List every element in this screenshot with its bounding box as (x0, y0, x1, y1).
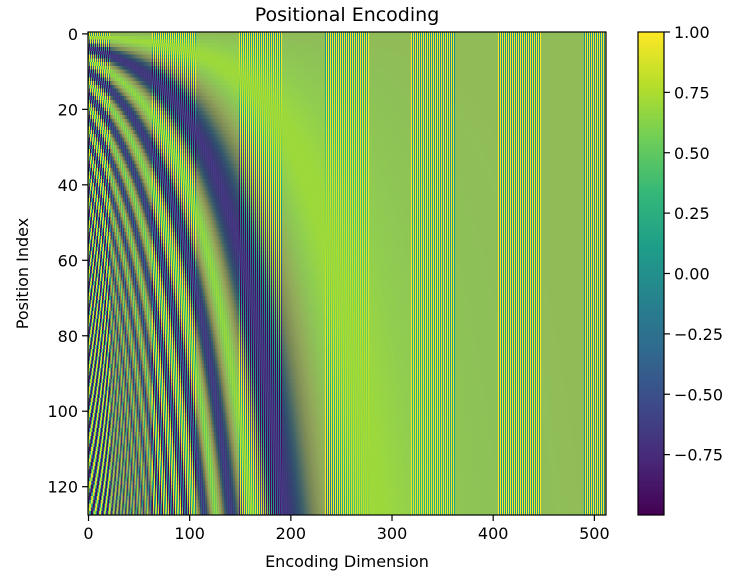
x-axis-ticks: 0 100 200 300 400 500 (83, 515, 610, 543)
x-tick-label: 400 (478, 524, 509, 543)
heatmap-border (87, 31, 607, 516)
x-tick-label: 0 (83, 524, 93, 543)
colorbar-tick-label: 1.00 (674, 23, 710, 42)
colorbar-border (637, 31, 665, 516)
heatmap-image (88, 32, 606, 515)
y-tick-label: 60 (58, 251, 78, 270)
chart-title: Positional Encoding (255, 4, 440, 26)
x-tick-label: 500 (579, 524, 610, 543)
y-axis-label: Position Index (13, 218, 32, 329)
colorbar-tick-label: −0.50 (674, 385, 723, 404)
colorbar-tick-label: −0.25 (674, 325, 723, 344)
x-tick-label: 300 (377, 524, 408, 543)
x-axis-label: Encoding Dimension (265, 552, 429, 571)
y-tick-label: 20 (58, 100, 78, 119)
y-axis-ticks: 0 20 40 60 80 100 120 (47, 25, 88, 497)
y-tick-label: 40 (58, 176, 78, 195)
colorbar-gradient (638, 32, 664, 515)
colorbar-tick-label: −0.75 (674, 446, 723, 465)
axes-frame (87, 31, 665, 516)
colorbar-tick-label: 0.75 (674, 83, 710, 102)
y-tick-label: 100 (47, 402, 78, 421)
x-tick-label: 100 (174, 524, 205, 543)
colorbar-tick-label: 0.25 (674, 204, 710, 223)
colorbar-tick-label: 0.00 (674, 265, 710, 284)
y-tick-label: 80 (58, 327, 78, 346)
colorbar-ticks: 1.00 0.75 0.50 0.25 0.00 −0.25 −0.50 −0.75 (664, 23, 723, 465)
y-tick-label: 0 (68, 25, 78, 44)
colorbar-tick-label: 0.50 (674, 144, 710, 163)
x-tick-label: 200 (276, 524, 307, 543)
y-tick-label: 120 (47, 478, 78, 497)
